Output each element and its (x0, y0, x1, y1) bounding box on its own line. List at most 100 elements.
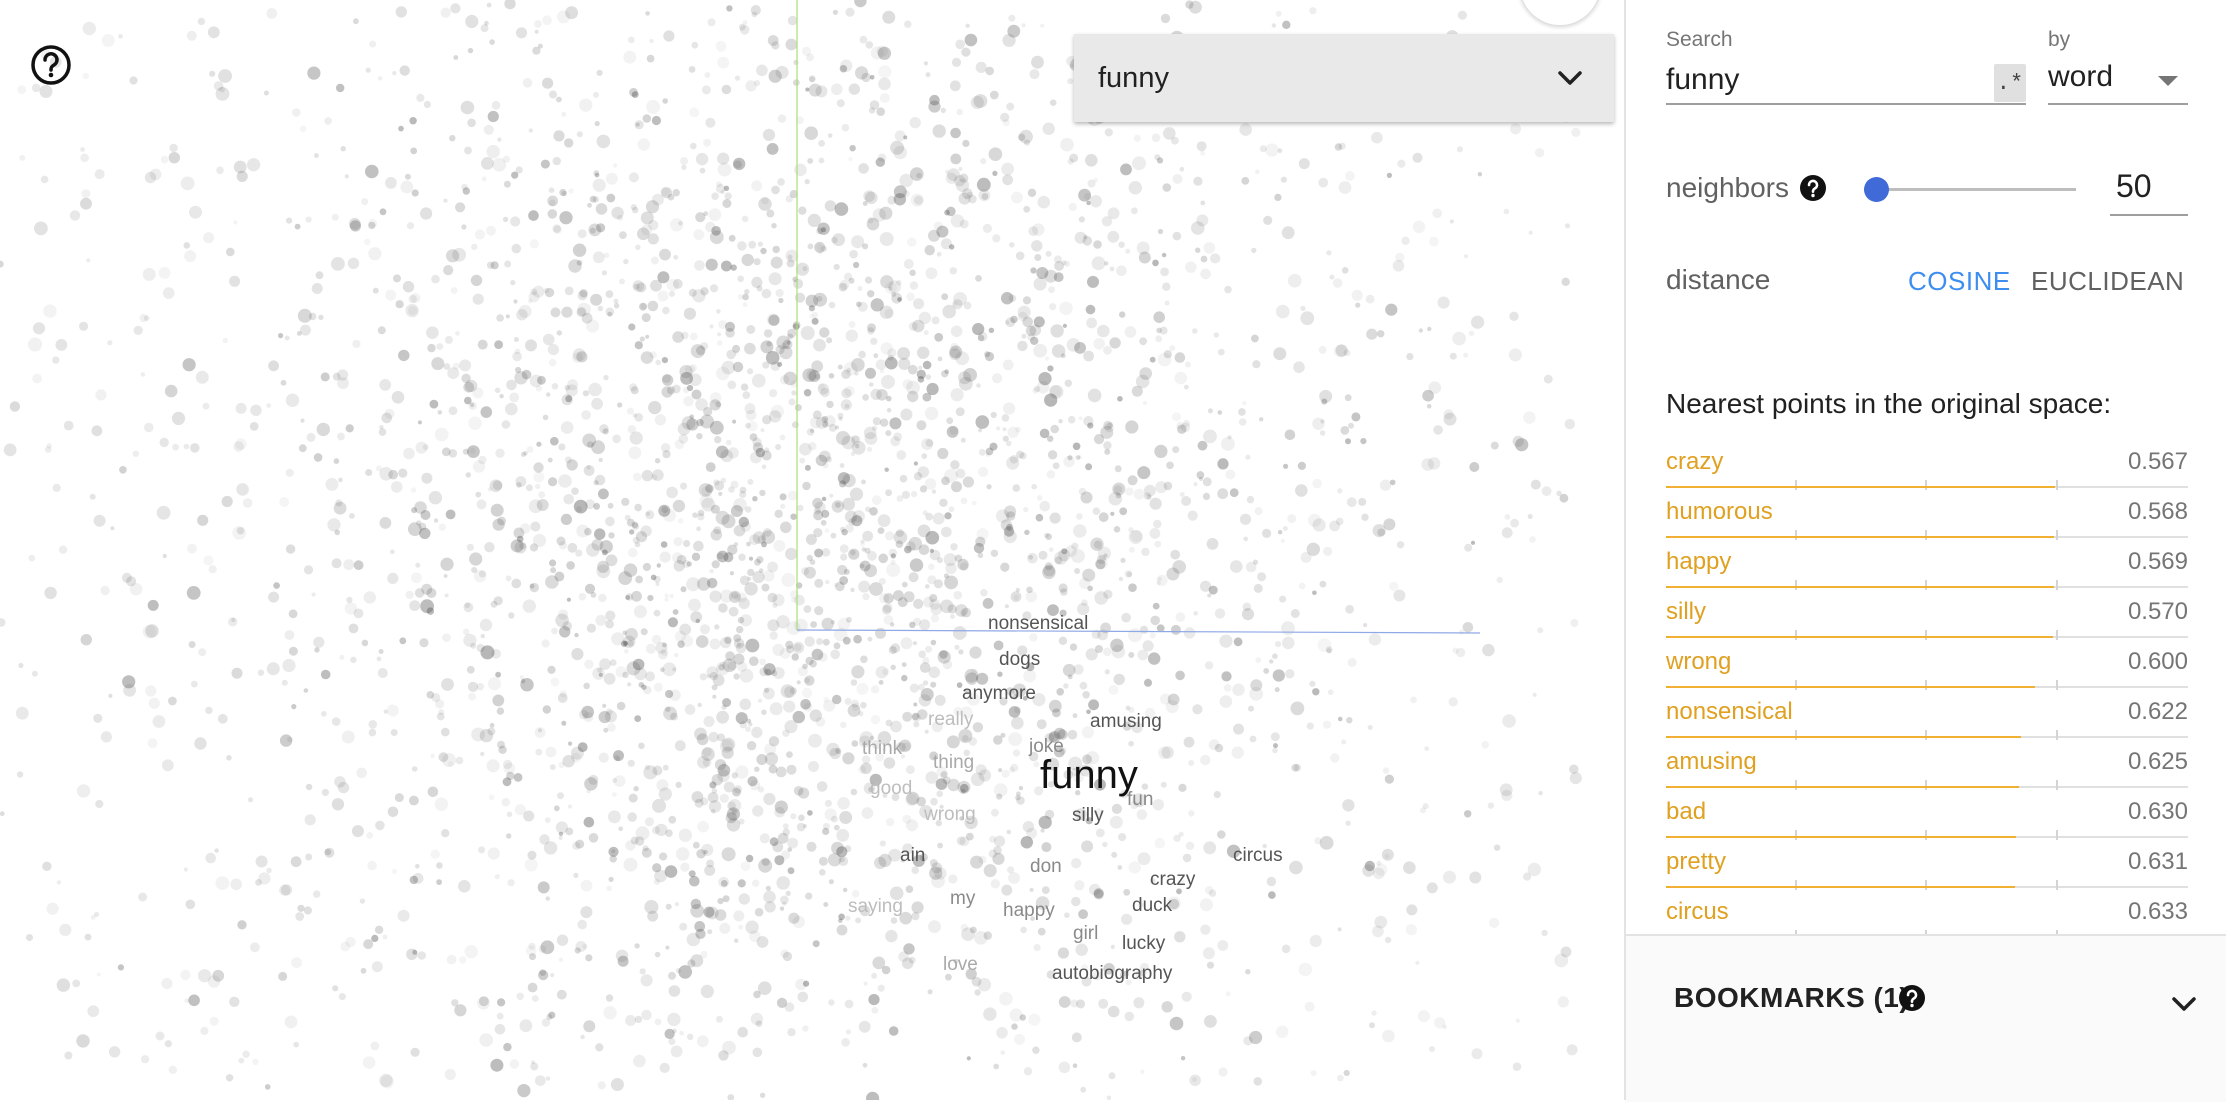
embedding-point[interactable] (881, 965, 891, 975)
embedding-point[interactable] (680, 586, 687, 593)
embedding-point[interactable] (613, 750, 624, 762)
embedding-point[interactable] (806, 841, 817, 852)
help-icon[interactable] (1898, 984, 1926, 1012)
embedding-point[interactable] (657, 290, 669, 302)
embedding-point[interactable] (844, 999, 854, 1009)
embedding-point[interactable] (615, 666, 627, 678)
embedding-point[interactable] (379, 517, 392, 529)
embedding-point[interactable] (705, 484, 714, 493)
embedding-point[interactable] (391, 868, 398, 875)
embedding-point[interactable] (399, 65, 410, 76)
embedding-point[interactable] (851, 515, 863, 527)
embedding-point[interactable] (588, 833, 599, 843)
embedding-point[interactable] (523, 810, 535, 822)
embedding-point[interactable] (1271, 23, 1277, 28)
embedding-point[interactable] (1056, 688, 1064, 696)
embedding-point[interactable] (919, 619, 931, 631)
embedding-point[interactable] (1120, 163, 1132, 176)
embedding-point[interactable] (779, 906, 785, 911)
embedding-point[interactable] (292, 108, 301, 117)
embedding-point[interactable] (359, 898, 366, 904)
embedding-point[interactable] (878, 853, 892, 868)
embedding-point[interactable] (625, 628, 638, 641)
embedding-point[interactable] (1012, 683, 1027, 698)
embedding-point[interactable] (436, 879, 442, 885)
embedding-point[interactable] (681, 416, 696, 430)
embedding-point[interactable] (902, 190, 910, 198)
embedding-point[interactable] (1376, 860, 1382, 866)
embedding-point[interactable] (1022, 611, 1032, 621)
embedding-point[interactable] (680, 372, 693, 385)
embedding-point[interactable] (865, 367, 876, 379)
embedding-point[interactable] (1178, 783, 1187, 792)
embedding-point[interactable] (753, 990, 761, 999)
embedding-point[interactable] (861, 72, 871, 83)
embedding-point[interactable] (491, 100, 501, 110)
embedding-point[interactable] (226, 755, 232, 761)
embedding-point[interactable] (830, 620, 836, 625)
embedding-point[interactable] (1288, 273, 1302, 288)
embedding-point[interactable] (1530, 479, 1541, 490)
embedding-point[interactable] (594, 172, 600, 178)
embedding-point[interactable] (528, 210, 539, 221)
embedding-point[interactable] (1095, 559, 1106, 570)
embedding-point[interactable] (786, 340, 791, 345)
embedding-point[interactable] (1097, 546, 1112, 560)
embedding-point[interactable] (1273, 743, 1278, 749)
embedding-point[interactable] (697, 756, 710, 769)
embedding-point[interactable] (853, 634, 862, 644)
embedding-point[interactable] (666, 386, 676, 395)
embedding-point[interactable] (1241, 608, 1255, 621)
embedding-point[interactable] (793, 786, 804, 796)
embedding-point[interactable] (1033, 385, 1041, 393)
embedding-point[interactable] (1097, 324, 1110, 338)
embedding-point[interactable] (777, 361, 783, 367)
embedding-point[interactable] (850, 679, 858, 686)
embedding-point[interactable] (145, 685, 157, 697)
embedding-point[interactable] (632, 280, 645, 292)
embedding-point[interactable] (1174, 371, 1188, 385)
embedding-point[interactable] (528, 210, 539, 221)
embedding-point[interactable] (1023, 506, 1029, 513)
embedding-point[interactable] (1005, 687, 1015, 696)
embedding-point[interactable] (407, 305, 418, 316)
embedding-point[interactable] (662, 662, 677, 677)
embedding-point[interactable] (1136, 809, 1148, 820)
embedding-point[interactable] (835, 425, 839, 430)
embedding-point[interactable] (284, 1015, 298, 1029)
embedding-point[interactable] (690, 954, 704, 968)
embedding-point[interactable] (1051, 344, 1066, 358)
embedding-point[interactable] (1002, 33, 1016, 47)
embedding-point[interactable] (520, 678, 534, 692)
embedding-point[interactable] (677, 640, 685, 648)
embedding-point[interactable] (876, 107, 885, 116)
embedding-point[interactable] (568, 188, 574, 194)
embedding-point[interactable] (1027, 188, 1037, 197)
embedding-point[interactable] (885, 356, 898, 370)
embedding-point[interactable] (305, 783, 313, 791)
embedding-point[interactable] (696, 433, 703, 440)
embedding-point[interactable] (890, 643, 901, 654)
embedding-point[interactable] (605, 172, 618, 185)
embedding-point[interactable] (1329, 274, 1335, 280)
embedding-point[interactable] (978, 448, 986, 456)
embedding-point[interactable] (499, 394, 504, 399)
embedding-point[interactable] (344, 602, 358, 615)
embedding-point[interactable] (762, 415, 772, 425)
embedding-point[interactable] (937, 650, 951, 664)
embedding-point[interactable] (737, 879, 746, 888)
embedding-point[interactable] (1157, 576, 1162, 582)
embedding-point[interactable] (400, 180, 414, 194)
embedding-point[interactable] (720, 880, 728, 887)
embedding-point[interactable] (910, 167, 924, 181)
embedding-point[interactable] (755, 447, 765, 458)
embedding-point[interactable] (572, 243, 587, 257)
embedding-point[interactable] (595, 614, 607, 626)
embedding-point[interactable] (586, 441, 594, 449)
embedding-point[interactable] (644, 900, 659, 914)
embedding-point[interactable] (831, 815, 838, 823)
embedding-point[interactable] (761, 464, 767, 470)
embedding-point[interactable] (1364, 860, 1376, 872)
embedding-point[interactable] (942, 659, 953, 670)
embedding-point[interactable] (647, 594, 654, 602)
